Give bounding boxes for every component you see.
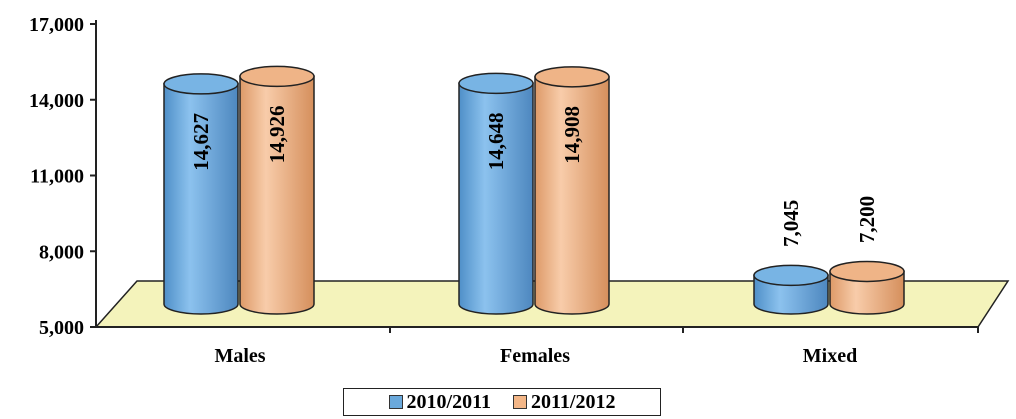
bar-mixed-2011-2012: 7,200 [829, 196, 905, 315]
x-category-label: Mixed [803, 345, 857, 367]
legend-item-2010-2011: 2010/2011 [388, 390, 491, 414]
bar-top [829, 260, 905, 283]
bar-top [239, 65, 315, 88]
bar-females-2010-2011: 14,648 [458, 72, 534, 315]
bar-top [753, 264, 829, 287]
bar-males-2010-2011: 14,627 [163, 73, 239, 315]
legend-swatch-2010-2011 [388, 395, 403, 409]
data-label: 7,200 [855, 196, 879, 243]
bar-top [534, 66, 610, 88]
bar-females-2011-2012: 14,908 [534, 66, 610, 315]
data-label: 14,926 [265, 105, 289, 163]
bar-top [458, 72, 534, 95]
y-tick-label: 11,000 [30, 166, 84, 188]
bar-body [534, 76, 610, 315]
bar-body [829, 270, 905, 315]
bar-body [753, 274, 829, 315]
legend-swatch-2011-2012 [513, 395, 527, 409]
bar-males-2011-2012: 14,926 [239, 65, 315, 315]
y-tick-label: 14,000 [29, 90, 84, 112]
data-label: 14,648 [484, 113, 508, 171]
data-label: 14,908 [560, 106, 584, 164]
legend-label: 2011/2012 [531, 390, 616, 413]
y-tick-label: 8,000 [39, 241, 84, 263]
y-tick-label: 17,000 [29, 14, 84, 36]
data-label: 7,045 [779, 200, 803, 247]
bar-mixed-2010-2011: 7,045 [753, 200, 829, 315]
data-label: 14,627 [189, 113, 213, 171]
legend-label: 2010/2011 [406, 390, 491, 413]
legend-item-2011-2012: 2011/2012 [513, 391, 615, 414]
y-tick-label: 5,000 [39, 317, 84, 339]
bar-body [458, 82, 534, 315]
legend: 2010/2011 2011/2012 [343, 388, 661, 416]
x-category-label: Males [214, 345, 265, 367]
x-category-label: Females [500, 345, 570, 367]
bar-top [163, 73, 239, 95]
bar-body [239, 75, 315, 315]
bar-body [163, 83, 239, 315]
